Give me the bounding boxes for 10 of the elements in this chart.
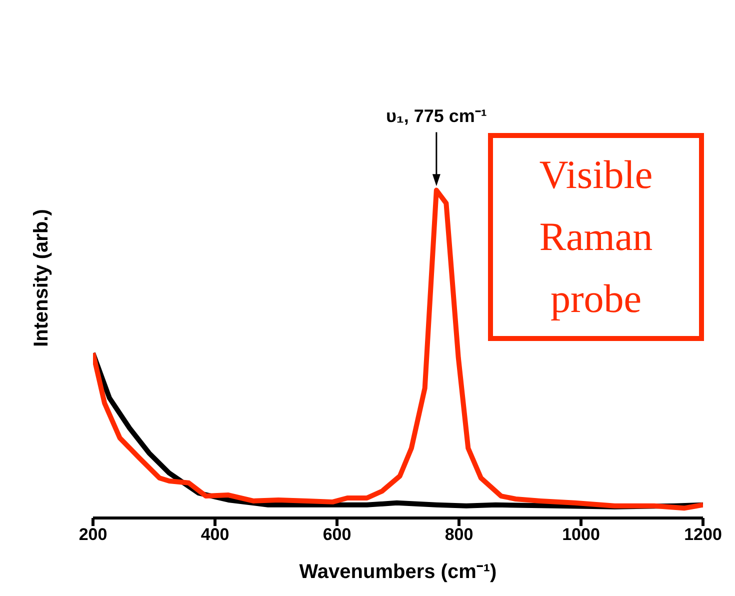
x-axis-title: Wavenumbers (cm⁻¹) <box>299 561 497 583</box>
x-tick-label: 1200 <box>684 525 722 544</box>
text: υ₁, 775 cm⁻¹ <box>386 106 487 126</box>
y-axis-title: Intensity (arb.) <box>30 209 54 347</box>
x-tick-label: 1000 <box>562 525 600 544</box>
x-tick-label: 400 <box>200 525 230 544</box>
x-tick-label: 600 <box>322 525 352 544</box>
x-tick-label: 800 <box>444 525 474 544</box>
annotation: Visible Raman probe <box>488 133 704 341</box>
x-tick-label: 200 <box>78 525 108 544</box>
